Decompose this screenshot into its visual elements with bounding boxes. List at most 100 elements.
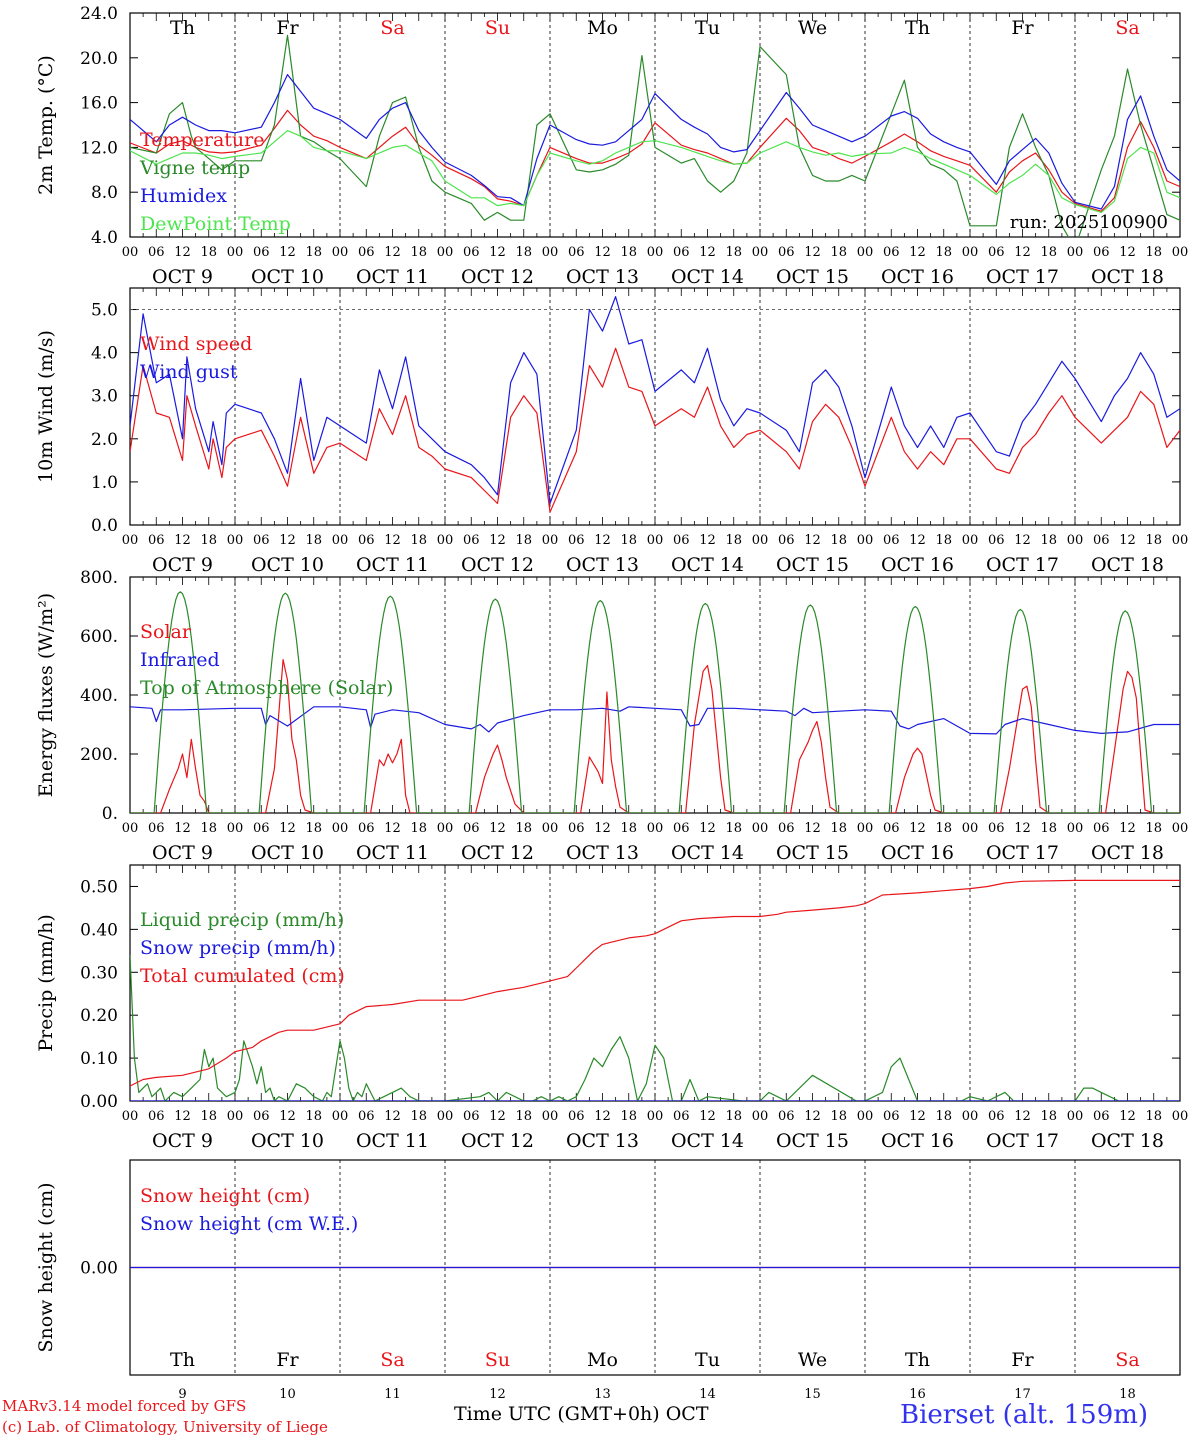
bottom-day-label: Tu bbox=[695, 1349, 720, 1371]
series-group bbox=[130, 879, 1180, 1101]
panel-frame-1 bbox=[129, 287, 1181, 526]
hour-tick-label: 06 bbox=[778, 821, 795, 836]
hour-tick-label: 06 bbox=[1093, 821, 1110, 836]
hour-tick-label: 18 bbox=[515, 821, 532, 836]
hour-tick-label: 12 bbox=[279, 821, 296, 836]
hour-tick-label: 12 bbox=[279, 533, 296, 548]
date-label: OCT 13 bbox=[566, 266, 639, 288]
hour-tick-label: 00 bbox=[647, 1109, 664, 1124]
y-tick-label: 400. bbox=[80, 686, 118, 706]
hour-tick-label: 00 bbox=[437, 245, 454, 260]
date-label: OCT 14 bbox=[671, 266, 744, 288]
day-label: Fr bbox=[1011, 17, 1034, 39]
hour-tick-label: 06 bbox=[358, 533, 375, 548]
y-tick-label: 0.50 bbox=[80, 877, 118, 897]
hour-tick-label: 18 bbox=[935, 1109, 952, 1124]
hour-tick-label: 06 bbox=[253, 821, 270, 836]
hour-tick-label: 00 bbox=[857, 533, 874, 548]
hour-tick-label: 06 bbox=[883, 245, 900, 260]
x-axis-title: Time UTC (GMT+0h) OCT bbox=[454, 1403, 709, 1425]
hour-tick-label: 06 bbox=[253, 533, 270, 548]
hour-tick-label: 18 bbox=[620, 1109, 637, 1124]
hour-tick-label: 00 bbox=[857, 821, 874, 836]
hour-tick-label: 12 bbox=[489, 821, 506, 836]
hour-tick-label: 06 bbox=[358, 245, 375, 260]
hour-tick-label: 06 bbox=[253, 1109, 270, 1124]
hour-tick-label: 18 bbox=[1145, 1109, 1162, 1124]
date-label: OCT 12 bbox=[461, 266, 534, 288]
hour-tick-label: 06 bbox=[148, 1109, 165, 1124]
legend-entry: Humidex bbox=[140, 185, 227, 207]
hour-tick-label: 00 bbox=[962, 245, 979, 260]
y-tick-label: 0.00 bbox=[80, 1259, 118, 1279]
legend-entry: Snow precip (mm/h) bbox=[140, 937, 336, 959]
hour-tick-label: 12 bbox=[1014, 1109, 1031, 1124]
hour-tick-label: 18 bbox=[620, 245, 637, 260]
hour-tick-label: 18 bbox=[200, 1109, 217, 1124]
hour-tick-label: 00 bbox=[1067, 821, 1084, 836]
hour-tick-label: 06 bbox=[148, 533, 165, 548]
hour-tick-label: 12 bbox=[699, 821, 716, 836]
hour-tick-label: 12 bbox=[1014, 245, 1031, 260]
hour-tick-label: 18 bbox=[725, 533, 742, 548]
series-line-total-cumulated-cm- bbox=[130, 879, 1180, 1087]
hour-tick-label: 18 bbox=[935, 533, 952, 548]
date-label: OCT 9 bbox=[152, 266, 213, 288]
hour-tick-label: 18 bbox=[620, 533, 637, 548]
hour-tick-label: 06 bbox=[988, 245, 1005, 260]
hour-tick-label: 06 bbox=[568, 245, 585, 260]
hour-tick-label: 00 bbox=[752, 1109, 769, 1124]
date-label: OCT 17 bbox=[986, 842, 1059, 864]
hour-tick-label: 18 bbox=[935, 821, 952, 836]
footer-model-credit: MARv3.14 model forced by GFS bbox=[2, 1397, 247, 1415]
date-label: OCT 16 bbox=[881, 554, 954, 576]
bottom-day-label: Su bbox=[485, 1349, 510, 1371]
hour-tick-label: 18 bbox=[200, 245, 217, 260]
hour-tick-label: 06 bbox=[568, 533, 585, 548]
date-label: OCT 9 bbox=[152, 554, 213, 576]
hour-tick-label: 18 bbox=[1040, 533, 1057, 548]
series-line-humidex bbox=[130, 73, 1180, 210]
day-label: Sa bbox=[380, 17, 404, 39]
bottom-day-label: Th bbox=[905, 1349, 930, 1371]
legend-entry: Total cumulated (cm) bbox=[140, 965, 345, 987]
y-tick-label: 8.0 bbox=[91, 183, 118, 203]
y-tick-label: 0. bbox=[102, 804, 118, 824]
hour-tick-label: 00 bbox=[332, 533, 349, 548]
legend-entry: Snow height (cm W.E.) bbox=[140, 1213, 358, 1235]
x-ticks bbox=[129, 13, 1181, 237]
hour-tick-label: 12 bbox=[489, 533, 506, 548]
hour-tick-label: 06 bbox=[673, 245, 690, 260]
hour-tick-label: 00 bbox=[962, 1109, 979, 1124]
series-group bbox=[130, 34, 1180, 237]
y-tick-label: 0.30 bbox=[80, 963, 118, 983]
station-name: Bierset (alt. 159m) bbox=[900, 1400, 1149, 1430]
hour-tick-label: 00 bbox=[542, 245, 559, 260]
hour-tick-label: 00 bbox=[752, 245, 769, 260]
hour-tick-label: 00 bbox=[752, 533, 769, 548]
hour-tick-label: 06 bbox=[778, 1109, 795, 1124]
hour-tick-label: 06 bbox=[1093, 533, 1110, 548]
hour-tick-label: 00 bbox=[332, 1109, 349, 1124]
bottom-day-label: Sa bbox=[380, 1349, 404, 1371]
series-line-wind-speed bbox=[130, 347, 1180, 513]
hour-tick-label: 06 bbox=[673, 821, 690, 836]
date-label: OCT 18 bbox=[1091, 1130, 1164, 1152]
hour-tick-label: 12 bbox=[174, 821, 191, 836]
hour-tick-label: 00 bbox=[227, 245, 244, 260]
hour-tick-label: 06 bbox=[883, 533, 900, 548]
hour-tick-label: 00 bbox=[437, 821, 454, 836]
day-label: We bbox=[798, 17, 827, 39]
series-line-infrared bbox=[130, 706, 1180, 735]
date-label: OCT 13 bbox=[566, 1130, 639, 1152]
x-ticks bbox=[129, 288, 1181, 525]
x-ticks bbox=[129, 577, 1181, 813]
y-tick-label: 24.0 bbox=[80, 4, 118, 24]
bottom-day-number: 11 bbox=[384, 1387, 401, 1402]
bottom-day-number: 15 bbox=[804, 1387, 821, 1402]
hour-tick-label: 00 bbox=[857, 245, 874, 260]
date-label: OCT 17 bbox=[986, 1130, 1059, 1152]
hour-tick-label: 00 bbox=[962, 533, 979, 548]
hour-tick-label: 18 bbox=[410, 1109, 427, 1124]
